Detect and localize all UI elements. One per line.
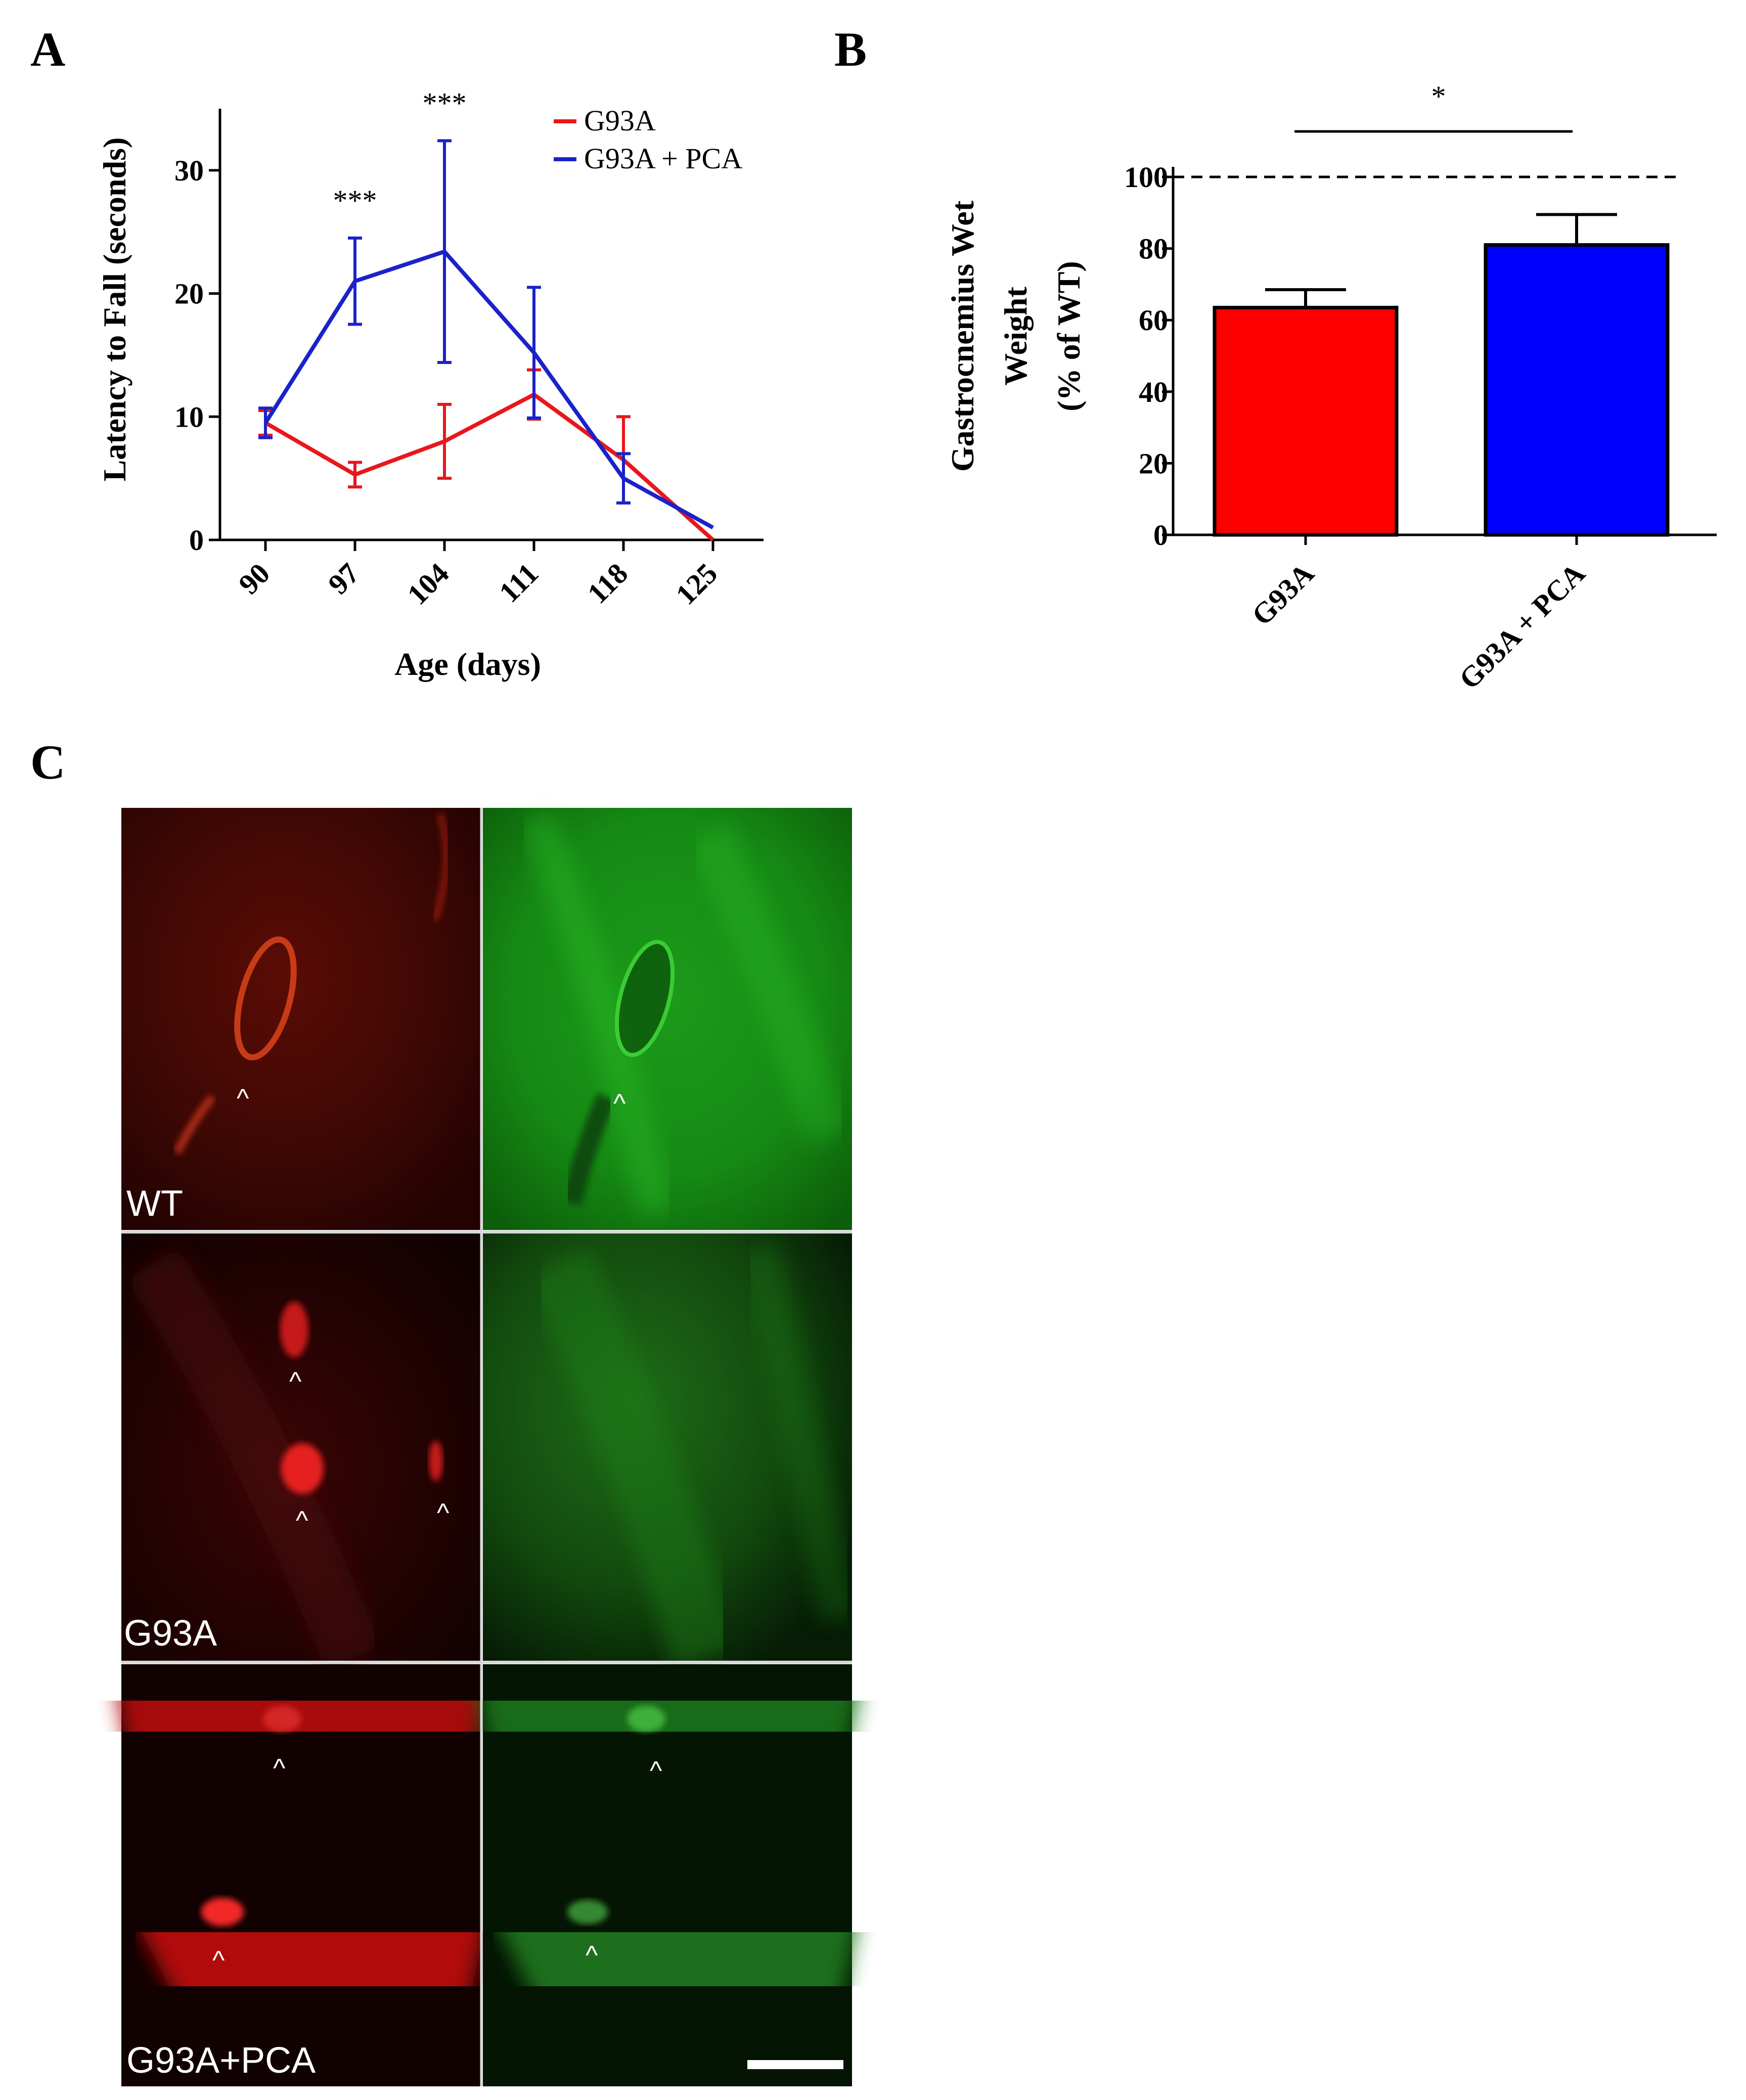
panel-letter-c: C	[30, 735, 65, 789]
nmj-marker: ^	[613, 1089, 626, 1118]
image-g93a-green	[483, 1234, 860, 1669]
chart-b-y-axis-label: Gastrocnemius Wet Weight (% of WT)	[945, 200, 1087, 472]
series-line	[263, 249, 714, 530]
chart-a-x-axis-label: Age (days)	[394, 646, 541, 682]
nmj-marker: ^	[237, 1084, 249, 1113]
bar-g93a-pca	[1484, 243, 1670, 537]
nmj-marker: ^	[586, 1941, 598, 1970]
chart-a-y-tick-label: 10	[174, 400, 204, 433]
image-g93a-red	[121, 1234, 480, 1670]
chart-b-y-tick-label: 20	[1139, 447, 1168, 480]
legend-label-g93a: G93A	[584, 104, 656, 137]
chart-b-y-tick-label: 0	[1153, 519, 1168, 552]
chart-a-x-tick-label: 97	[322, 557, 366, 601]
chart-b-x-tick-label: G93A	[1245, 557, 1321, 632]
chart-b-x-tick-label: G93A + PCA	[1453, 557, 1591, 695]
row-label-wt: WT	[126, 1183, 183, 1224]
row-label-g93a-pca: G93A+PCA	[126, 2040, 316, 2081]
nmj-marker: ^	[650, 1756, 662, 1786]
panel-letter-b: B	[834, 22, 867, 76]
gastrocnemius-bar-chart: 0 20 40 60 80 100 G93A G93A + PCA * Gastrocnem…	[945, 80, 1717, 696]
chart-a-x-tick-label: 90	[232, 557, 276, 601]
y-label-line-3: (% of WT)	[1051, 261, 1087, 411]
chart-a-legend: G93A G93A + PCA	[554, 104, 742, 175]
image-g93a-pca-green	[474, 1655, 870, 2086]
chart-b-y-tick-label: 40	[1139, 376, 1168, 408]
nmj-marker: ^	[289, 1367, 302, 1396]
chart-a-x-tick-label: 118	[581, 557, 634, 610]
series-g93a	[258, 368, 714, 541]
y-label-line-1: Gastrocnemius Wet	[945, 200, 980, 472]
significance-bracket: *	[1294, 80, 1573, 133]
image-wt-green	[483, 808, 852, 1230]
nmj-marker: ^	[296, 1506, 308, 1535]
chart-a-y-tick-label: 0	[189, 524, 204, 557]
image-g93a-pca-red	[112, 1655, 499, 2086]
nmj-marker: ^	[437, 1498, 450, 1528]
significance-star: *	[1431, 80, 1446, 113]
series-line	[264, 392, 714, 541]
latency-line-chart: 0 10 20 30 90 97 104 111 118 125 *** *** Age (day…	[97, 86, 764, 682]
chart-b-y-tick-label: 100	[1124, 161, 1168, 194]
significance-annotation: ***	[423, 86, 467, 119]
chart-a-y-axis-label: Latency to Fall (seconds)	[97, 138, 132, 482]
chart-a-x-tick-label: 125	[669, 557, 724, 611]
chart-a-y-tick-label: 30	[174, 154, 204, 187]
image-wt-red	[121, 808, 480, 1230]
chart-a-y-tick-label: 20	[174, 278, 204, 310]
microscopy-grid: WT G93A G93A+PCA ^ ^ ^ ^ ^ ^ ^ ^ ^	[112, 808, 870, 2086]
significance-annotation: ***	[333, 184, 377, 217]
legend-label-g93a-pca: G93A + PCA	[584, 142, 742, 175]
nmj-marker: ^	[212, 1946, 225, 1975]
nmj-marker: ^	[273, 1754, 286, 1783]
chart-b-y-tick-label: 80	[1139, 233, 1168, 265]
series-g93a-pca	[258, 139, 714, 530]
row-label-g93a: G93A	[124, 1613, 217, 1654]
y-label-line-2: Weight	[998, 287, 1034, 386]
chart-b-y-tick-label: 60	[1139, 304, 1168, 337]
scale-bar	[747, 2060, 843, 2069]
chart-a-x-tick-label: 104	[401, 557, 455, 611]
panel-letter-a: A	[30, 22, 65, 76]
chart-a-x-tick-label: 111	[493, 557, 545, 609]
bar-g93a	[1213, 305, 1399, 537]
